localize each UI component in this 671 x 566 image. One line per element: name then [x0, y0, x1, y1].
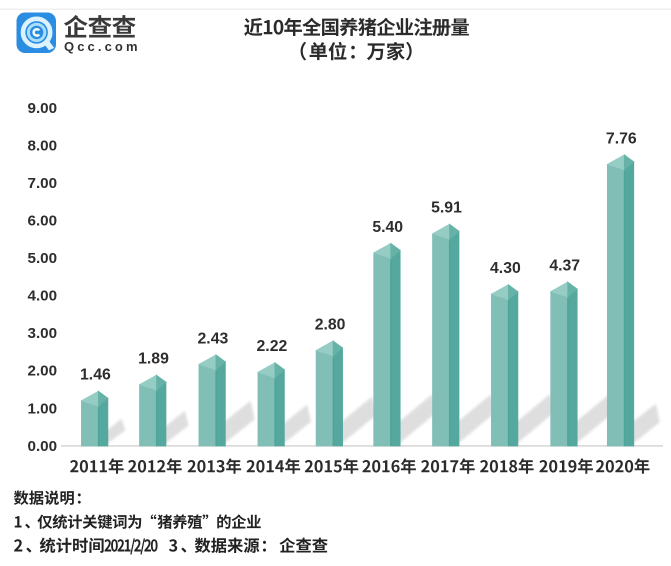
svg-text:3.00: 3.00 — [28, 325, 58, 342]
svg-text:1.46: 1.46 — [80, 367, 111, 384]
svg-text:2.80: 2.80 — [315, 316, 346, 333]
svg-text:4.30: 4.30 — [490, 260, 521, 277]
svg-text:1.00: 1.00 — [28, 400, 58, 417]
svg-text:5.00: 5.00 — [28, 250, 58, 267]
svg-text:9.00: 9.00 — [28, 100, 58, 117]
svg-text:5.91: 5.91 — [431, 200, 462, 217]
svg-text:8.00: 8.00 — [28, 138, 58, 155]
svg-text:2.22: 2.22 — [257, 338, 288, 355]
svg-text:4.37: 4.37 — [549, 258, 580, 275]
svg-text:Qcc.com: Qcc.com — [64, 39, 141, 54]
svg-text:5.40: 5.40 — [372, 219, 403, 236]
svg-text:1.89: 1.89 — [138, 351, 169, 368]
svg-text:2.00: 2.00 — [28, 363, 58, 380]
svg-text:6.00: 6.00 — [28, 213, 58, 230]
svg-text:0.00: 0.00 — [28, 438, 58, 455]
svg-text:2.43: 2.43 — [198, 330, 229, 347]
svg-text:4.00: 4.00 — [28, 288, 58, 305]
svg-text:7.76: 7.76 — [606, 130, 637, 147]
svg-text:7.00: 7.00 — [28, 175, 58, 192]
